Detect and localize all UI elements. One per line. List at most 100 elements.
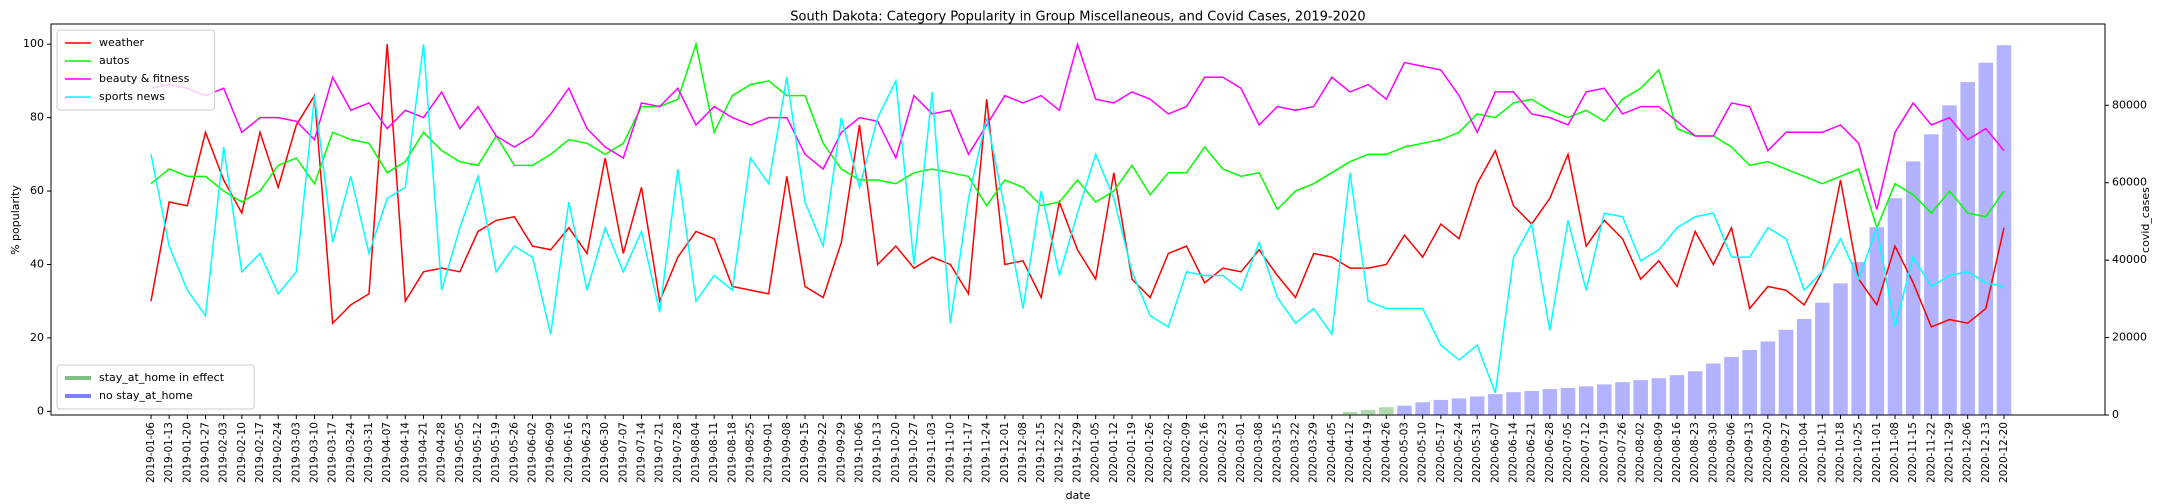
bar (1687, 371, 1703, 415)
bar (1560, 387, 1576, 415)
x-tick-label: 2019-11-10 (944, 422, 956, 483)
y2-tick-label: 60000 (2112, 176, 2147, 189)
y-tick-label: 40 (30, 257, 44, 270)
x-tick-label: 2020-07-12 (1580, 422, 1592, 483)
x-tick-label: 2020-08-23 (1689, 422, 1701, 483)
x-tick-label: 2020-09-06 (1726, 422, 1738, 483)
bar (1415, 402, 1430, 415)
bar (1451, 398, 1467, 415)
bar (1397, 405, 1412, 415)
x-tick-label: 2019-03-31 (363, 422, 375, 483)
x-tick-label: 2020-04-19 (1362, 422, 1374, 483)
x-tick-label: 2019-02-17 (254, 422, 266, 483)
x-tick-label: 2019-08-04 (690, 422, 702, 483)
bar (1669, 375, 1685, 415)
x-tick-label: 2020-12-20 (1998, 422, 2010, 483)
bar (1488, 394, 1503, 415)
x-tick-label: 2019-01-20 (181, 422, 193, 483)
x-tick-label: 2019-03-24 (345, 422, 357, 483)
bar (1633, 380, 1648, 415)
x-tick-label: 2020-01-19 (1126, 422, 1138, 483)
bar (1760, 341, 1776, 415)
x-tick-label: 2020-08-02 (1635, 422, 1647, 483)
bar (1905, 161, 1921, 415)
x-tick-label: 2019-02-24 (272, 422, 284, 483)
x-tick-label: 2019-01-27 (200, 422, 212, 483)
x-tick-label: 2020-01-26 (1144, 422, 1156, 483)
x-tick-label: 2019-06-23 (581, 422, 593, 483)
x-tick-label: 2020-04-12 (1344, 422, 1356, 483)
y-tick-label: 100 (23, 37, 44, 50)
x-tick-label: 2019-01-13 (163, 422, 175, 483)
x-tick-label: 2020-10-25 (1853, 422, 1865, 483)
x-tick-label: 2019-02-03 (218, 422, 230, 483)
y-tick-label: 20 (30, 331, 44, 344)
x-tick-label: 2020-07-19 (1598, 422, 1610, 483)
bar (1360, 409, 1376, 415)
legend-box (56, 364, 255, 410)
x-tick-label: 2020-05-24 (1453, 422, 1465, 483)
x-tick-label: 2019-09-08 (781, 422, 793, 483)
x-tick-label: 2020-05-17 (1435, 422, 1447, 483)
x-tick-label: 2020-02-02 (1162, 422, 1174, 483)
legend-label: beauty & fitness (99, 72, 190, 85)
legend-label: sports news (99, 90, 165, 103)
x-tick-label: 2020-08-09 (1653, 422, 1665, 483)
x-tick-label: 2020-03-22 (1290, 422, 1302, 483)
bar (1851, 262, 1866, 415)
legend-label: stay_at_home in effect (99, 371, 225, 384)
x-tick-label: 2020-01-12 (1108, 422, 1120, 483)
x-tick-label: 2019-06-02 (527, 422, 539, 483)
bar (1815, 302, 1830, 415)
x-tick-label: 2019-04-14 (399, 422, 411, 483)
x-tick-label: 2019-11-03 (926, 422, 938, 483)
x-tick-label: 2019-12-29 (1072, 422, 1084, 483)
x-tick-label: 2020-07-05 (1562, 422, 1574, 483)
x-tick-label: 2020-09-13 (1744, 422, 1756, 483)
x-tick-label: 2020-05-03 (1399, 422, 1411, 483)
x-tick-label: 2020-09-20 (1762, 422, 1774, 483)
x-tick-label: 2020-11-15 (1907, 422, 1919, 483)
x-tick-label: 2020-06-07 (1489, 422, 1501, 483)
y-tick-label: 80 (30, 111, 44, 124)
x-tick-label: 2019-07-07 (617, 422, 629, 483)
x-tick-label: 2019-10-06 (854, 422, 866, 483)
x-tick-label: 2020-04-26 (1380, 422, 1392, 483)
x-tick-label: 2019-08-18 (726, 422, 738, 483)
x-tick-label: 2020-03-08 (1253, 422, 1265, 483)
line (150, 44, 2005, 394)
bar (1433, 399, 1449, 415)
bar (1651, 378, 1667, 415)
x-tick-label: 2020-11-22 (1925, 422, 1937, 483)
x-tick-label: 2020-03-29 (1308, 422, 1320, 483)
y-axis-label: % popularity (9, 185, 22, 255)
x-tick-label: 2020-03-15 (1271, 422, 1283, 483)
x-tick-label: 2020-12-13 (1980, 422, 1992, 483)
bar (1942, 105, 1957, 415)
bar (1742, 349, 1757, 415)
x-tick-label: 2019-05-05 (454, 422, 466, 483)
x-tick-label: 2020-08-30 (1707, 422, 1719, 483)
x-tick-label: 2019-02-10 (236, 422, 248, 483)
x-tick-label: 2020-02-09 (1181, 422, 1193, 483)
x-tick-label: 2020-06-21 (1526, 422, 1538, 483)
x-tick-label: 2019-07-28 (672, 422, 684, 483)
x-tick-label: 2019-03-17 (327, 422, 339, 483)
x-tick-label: 2020-03-01 (1235, 422, 1247, 483)
bar (1379, 407, 1394, 415)
x-tick-label: 2019-10-13 (872, 422, 884, 483)
x-tick-label: 2019-05-12 (472, 422, 484, 483)
bar (1869, 227, 1885, 415)
x-tick-label: 2020-11-01 (1871, 422, 1883, 483)
x-tick-label: 2020-10-04 (1798, 422, 1810, 483)
x-tick-label: 2019-10-20 (890, 422, 902, 483)
x-tick-label: 2019-12-22 (1053, 422, 1065, 483)
line (150, 41, 2005, 210)
x-tick-label: 2020-10-18 (1835, 422, 1847, 483)
x-tick-label: 2019-06-09 (545, 422, 557, 483)
x-tick-label: 2020-06-28 (1544, 422, 1556, 483)
bar (1724, 356, 1739, 415)
bar (1542, 389, 1558, 415)
legend-box (56, 29, 216, 111)
